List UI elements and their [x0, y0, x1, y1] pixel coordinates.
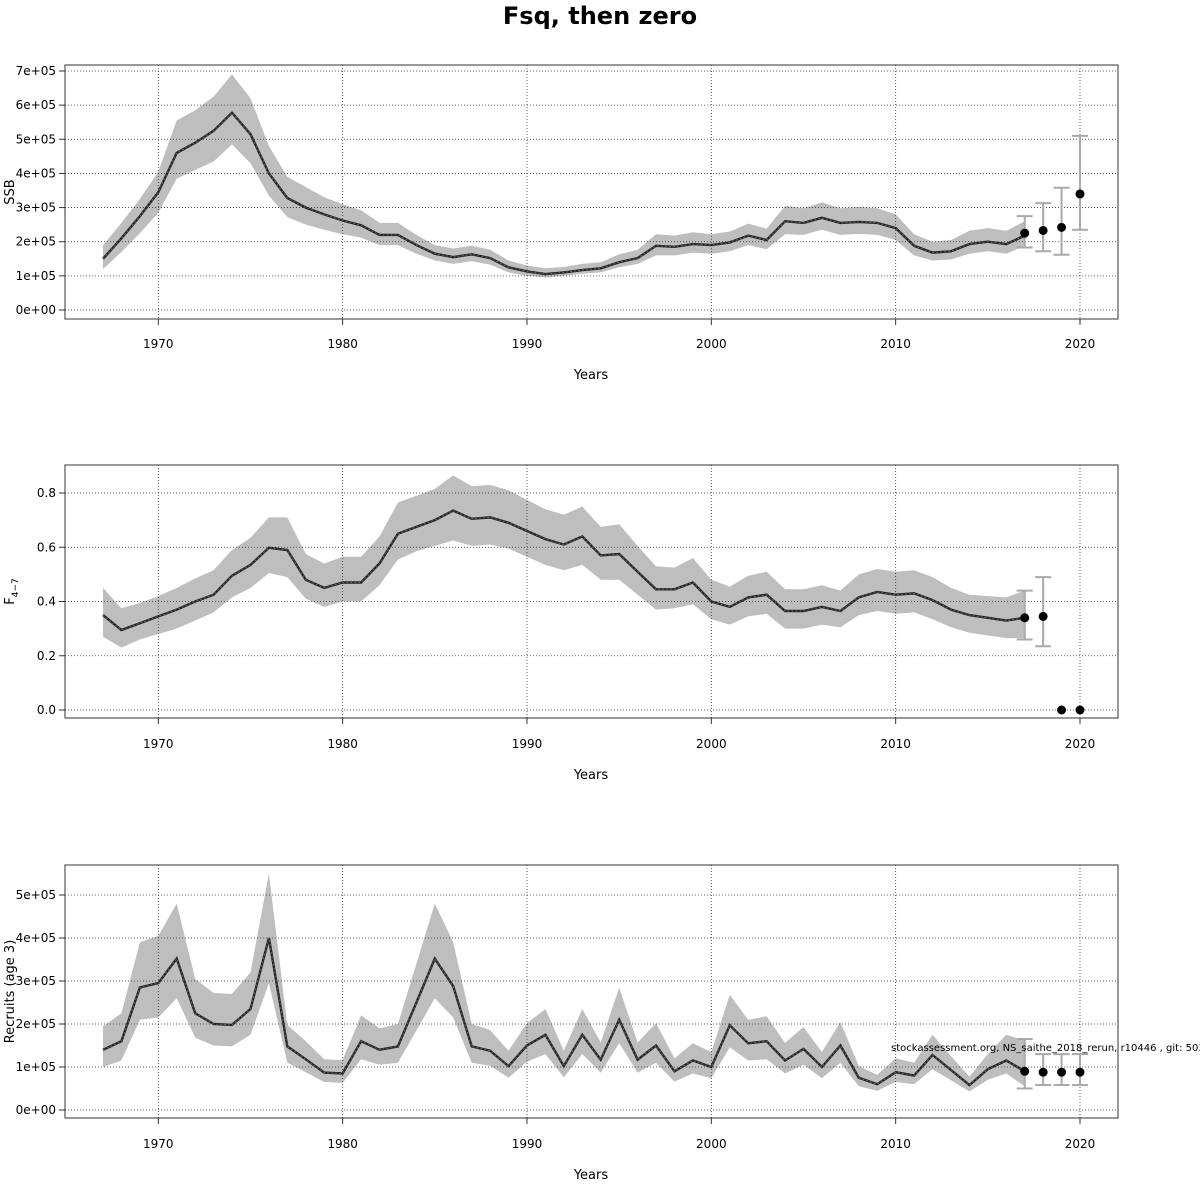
y-axis-label: SSB	[3, 179, 18, 204]
forecast-point	[1075, 1067, 1085, 1077]
x-axis-label: Years	[573, 368, 609, 383]
recruits-panel: 1970 1980 1990 2000 2010 2020 0e+00 1e+05 2e+05 3…	[3, 864, 1119, 1183]
y-tick-label: 2e+05	[16, 235, 56, 249]
x-tick-label: 1970	[143, 337, 174, 351]
x-tick-label: 2020	[1065, 1137, 1096, 1151]
x-tick-label: 2010	[880, 1137, 911, 1151]
estimate-line-dots	[102, 510, 1025, 631]
fishing-mortality-panel: 1970 1980 1990 2000 2010 2020 0.0 0.2 0.4 0.6 0.8 Y…	[3, 464, 1119, 783]
y-tick-label: 3e+05	[16, 201, 56, 215]
x-axis-label: Years	[573, 1168, 609, 1183]
y-tick-label: 0.8	[37, 486, 56, 500]
y-axis-label: F4−7	[3, 578, 21, 604]
y-tick-label: 0.6	[37, 540, 56, 554]
forecast-point	[1020, 613, 1030, 623]
plot-frame	[64, 864, 1119, 1119]
y-tick-label: 0.0	[37, 703, 56, 717]
y-tick-label: 4e+05	[16, 166, 56, 180]
forecast-point	[1038, 225, 1048, 235]
chart-title: Fsq, then zero	[503, 2, 697, 30]
y-tick-label: 3e+05	[16, 974, 56, 988]
forecast-point	[1020, 1066, 1030, 1076]
x-tick-label: 1990	[512, 737, 543, 751]
forecast-point	[1057, 222, 1067, 232]
x-tick-label: 1980	[327, 1137, 358, 1151]
y-tick-label: 7e+05	[16, 64, 56, 78]
x-tick-label: 2000	[696, 1137, 727, 1151]
forecast-point	[1057, 705, 1067, 715]
y-tick-label: 5e+05	[16, 888, 56, 902]
y-tick-label: 0e+00	[16, 303, 56, 317]
forecast-point	[1038, 611, 1048, 621]
x-tick-label: 2010	[880, 337, 911, 351]
forecast-point	[1038, 1067, 1048, 1077]
x-tick-label: 1990	[512, 337, 543, 351]
x-axis-label: Years	[573, 768, 609, 783]
y-tick-label: 6e+05	[16, 98, 56, 112]
forecast-point	[1075, 705, 1085, 715]
y-tick-label: 0e+00	[16, 1103, 56, 1117]
forecast-point	[1020, 228, 1030, 238]
x-tick-label: 1970	[143, 737, 174, 751]
x-tick-label: 2010	[880, 737, 911, 751]
x-tick-label: 1970	[143, 1137, 174, 1151]
x-tick-label: 2020	[1065, 337, 1096, 351]
y-tick-label: 4e+05	[16, 931, 56, 945]
y-axis-label: Recruits (age 3)	[3, 940, 18, 1044]
x-tick-label: 2020	[1065, 737, 1096, 751]
y-tick-label: 1e+05	[16, 269, 56, 283]
y-tick-label: 0.4	[37, 595, 56, 609]
y-tick-label: 1e+05	[16, 1060, 56, 1074]
x-tick-label: 1980	[327, 737, 358, 751]
confidence-band	[103, 873, 1025, 1092]
y-tick-label: 2e+05	[16, 1017, 56, 1031]
ssb-panel: 1970 1980 1990 2000 2010 2020 0e+00 1e+05 2e+05 3…	[3, 64, 1119, 383]
forecast-point	[1057, 1067, 1067, 1077]
x-tick-label: 2000	[696, 337, 727, 351]
x-tick-label: 1990	[512, 1137, 543, 1151]
plot-frame	[64, 464, 1119, 719]
x-tick-label: 2000	[696, 737, 727, 751]
y-axis-label-subscript: 4−7	[11, 578, 21, 597]
x-tick-label: 1980	[327, 337, 358, 351]
estimate-line-dots	[102, 111, 1025, 275]
estimate-line-dots	[102, 937, 1025, 1086]
credit-text: stockassessment.org, NS_saithe_2018_reru…	[891, 1043, 1200, 1054]
confidence-band	[103, 74, 1025, 278]
forecast-point	[1075, 189, 1085, 199]
y-tick-label: 5e+05	[16, 132, 56, 146]
y-tick-label: 0.2	[37, 649, 56, 663]
confidence-band	[103, 475, 1025, 648]
plot-frame	[64, 64, 1119, 320]
